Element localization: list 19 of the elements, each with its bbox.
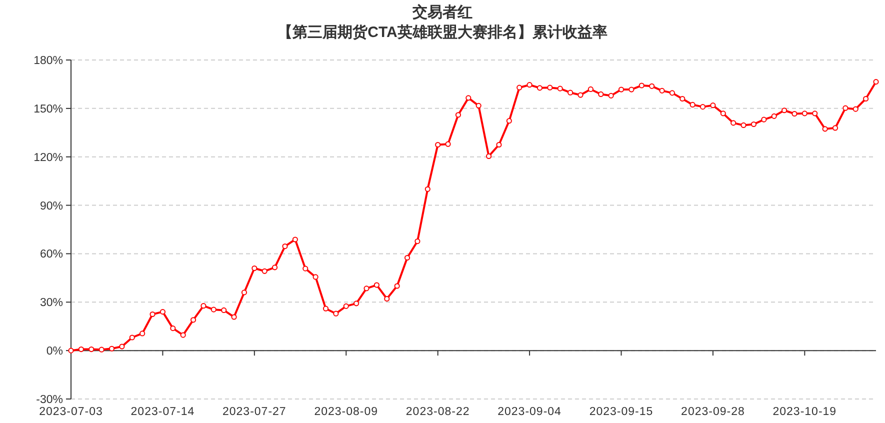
y-tick-label: 0% [46,346,63,358]
y-tick-label: 60% [40,248,63,261]
y-tick-label: 120% [34,152,63,164]
chart-title: 交易者红 [412,3,472,21]
x-tick-label: 2023-09-15 [589,406,654,418]
chart-subtitle: 【第三届期货CTA英雄联盟大赛排名】累计收益率 [278,23,608,41]
x-tick-label: 2023-09-28 [681,406,745,418]
x-tick-label: 2023-09-04 [498,406,562,418]
y-tick-label: -30% [36,394,63,406]
x-tick-label: 2023-07-27 [222,406,286,418]
x-tick-label: 2023-10-19 [772,406,837,418]
x-tick-label: 2023-07-14 [130,406,195,418]
y-tick-label: 30% [40,297,63,310]
x-tick-label: 2023-08-09 [314,406,378,418]
x-tick-label: 2023-07-03 [39,406,103,418]
y-tick-label: 90% [40,200,63,212]
y-tick-label: 150% [34,103,63,116]
x-tick-label: 2023-08-22 [406,406,470,418]
y-tick-label: 180% [34,55,63,67]
